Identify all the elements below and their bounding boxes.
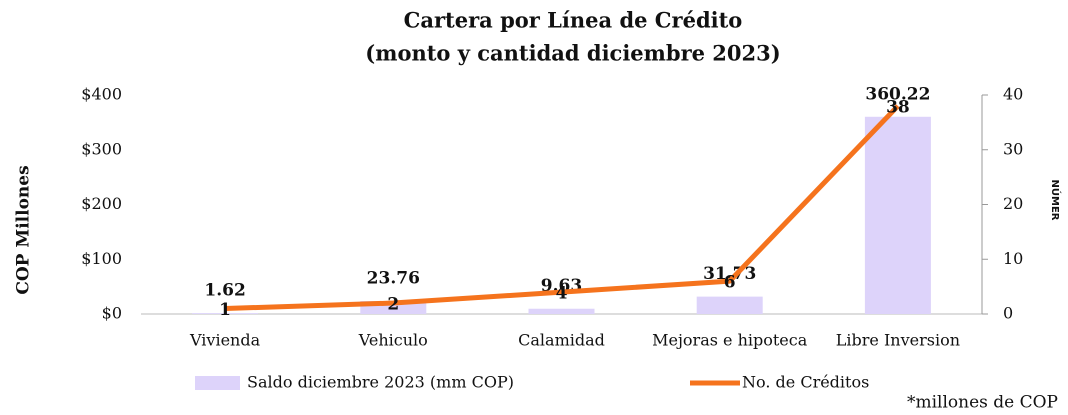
line-value-label: 6	[724, 273, 736, 293]
y2-tick-label: 30	[1003, 139, 1023, 158]
y2-tick-label: 10	[1003, 249, 1023, 268]
x-tick-label: Calamidad	[518, 331, 605, 350]
line-value-label: 1	[219, 300, 231, 320]
x-tick-label: Libre Inversion	[836, 331, 960, 350]
footnote: *millones de COP	[907, 393, 1058, 413]
y-tick-label: $200	[81, 194, 122, 213]
legend-swatch	[195, 376, 240, 390]
y-tick-label: $100	[81, 249, 122, 268]
bar-value-label: 360.22	[865, 84, 930, 104]
line-value-label: 38	[886, 97, 910, 117]
y2-axis-title: NÚMER	[1049, 180, 1062, 221]
chart-subtitle: (monto y cantidad diciembre 2023)	[365, 41, 780, 66]
bar	[528, 308, 595, 314]
line-value-label: 4	[556, 284, 568, 304]
bar-value-label: 1.62	[204, 281, 245, 301]
y2-tick-label: 20	[1003, 194, 1023, 213]
y2-tick-label: 40	[1003, 85, 1023, 104]
y-axis-title: COP Millones	[14, 165, 34, 294]
line-value-label: 2	[387, 295, 399, 315]
x-tick-label: Vivienda	[189, 331, 261, 350]
line	[225, 104, 900, 312]
x-tick-label: Vehiculo	[358, 331, 428, 350]
y-tick-label: $0	[102, 304, 122, 323]
legend-label: Saldo diciembre 2023 (mm COP)	[247, 373, 514, 392]
y-tick-label: $300	[81, 139, 122, 158]
bar-value-label: 23.76	[367, 268, 420, 288]
y-tick-label: $400	[81, 85, 122, 104]
bar	[192, 313, 259, 314]
legend-label: No. de Créditos	[742, 373, 869, 392]
bar	[864, 116, 931, 315]
bar	[696, 296, 763, 314]
chart-title: Cartera por Línea de Crédito	[404, 8, 743, 33]
y2-tick-label: 0	[1003, 304, 1013, 323]
x-tick-label: Mejoras e hipoteca	[652, 331, 808, 350]
